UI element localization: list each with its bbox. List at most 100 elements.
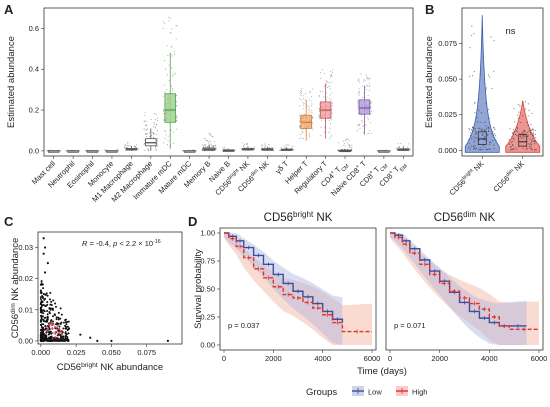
panel-d-title: CD56bright NK xyxy=(264,210,333,225)
panel-b-point xyxy=(471,35,473,37)
panel-c-point xyxy=(42,303,45,306)
panel-c-point xyxy=(45,292,48,295)
panel-b-point xyxy=(517,117,519,119)
panel-a-point xyxy=(311,116,313,118)
panel-a-point xyxy=(331,134,333,136)
panel-a-point xyxy=(357,80,360,82)
panel-c-point xyxy=(39,289,42,292)
panel-b-point xyxy=(473,141,475,143)
panel-a-point xyxy=(329,88,331,90)
panel-a-point xyxy=(318,95,320,97)
panel-a-point xyxy=(369,105,372,107)
panel-b-point xyxy=(479,127,481,129)
panel-a-point xyxy=(223,146,225,149)
panel-a-point xyxy=(242,142,244,144)
panel-a-point xyxy=(311,111,313,113)
panel-c-ytick-label: 0.01 xyxy=(18,305,33,314)
panel-c-outlier xyxy=(67,327,71,330)
panel-b-point xyxy=(487,74,490,76)
panel-a-point xyxy=(149,132,151,134)
panel-c-point xyxy=(39,314,42,317)
panel-b-point xyxy=(520,121,522,124)
panel-a-point xyxy=(331,72,333,74)
panel-a-point xyxy=(154,127,156,129)
panel-c-point xyxy=(67,332,70,335)
panel-a-point xyxy=(329,122,332,124)
panel-a-point xyxy=(368,85,370,87)
panel-b-point xyxy=(487,129,490,132)
panel-b-point xyxy=(511,135,513,138)
panel-c-point xyxy=(44,334,47,337)
panel-a-point xyxy=(308,109,310,111)
panel-a-point xyxy=(124,147,126,149)
panel-b-point xyxy=(492,127,495,129)
panel-b-point xyxy=(524,131,526,133)
panel-b-point xyxy=(519,105,521,107)
panel-a-point xyxy=(308,132,311,135)
panel-b-point xyxy=(474,112,476,114)
panel-a-point xyxy=(365,74,367,76)
panel-a-point xyxy=(364,80,366,82)
panel-c-point xyxy=(66,325,69,328)
panel-a-point xyxy=(171,45,173,47)
panel-a-point xyxy=(318,116,320,118)
panel-a-point xyxy=(358,88,360,90)
panel-a-point xyxy=(214,147,217,149)
panel-b-point xyxy=(534,129,537,132)
panel-letter-c: C xyxy=(4,214,14,229)
panel-b-point xyxy=(528,145,530,147)
panel-b-point xyxy=(493,148,495,150)
panel-c-point xyxy=(44,324,47,327)
panel-a-point xyxy=(202,144,204,146)
panel-a-point xyxy=(156,134,158,136)
panel-b-ytick-label: 0.000 xyxy=(438,146,457,155)
panel-a-point xyxy=(367,117,369,119)
panel-c-point xyxy=(55,318,58,321)
panel-a-point xyxy=(397,143,399,145)
panel-b-points xyxy=(508,101,537,151)
panel-a-point xyxy=(246,143,248,145)
panel-a-point xyxy=(305,93,307,95)
panel-d-survival: Survival probability CD56bright NK 0 2000 40… xyxy=(193,210,547,399)
panel-c-point xyxy=(39,329,42,332)
panel-b-point xyxy=(485,87,488,89)
panel-a-point xyxy=(172,142,174,144)
panel-c-ytick-label: 0.02 xyxy=(18,274,33,283)
panel-c-point xyxy=(54,305,57,308)
panel-d-curve-low xyxy=(390,232,527,327)
panel-a-point xyxy=(409,149,411,151)
panel-a-point xyxy=(356,129,359,132)
panel-a-point xyxy=(279,150,281,152)
panel-a-point xyxy=(302,101,304,103)
panel-a-point xyxy=(173,72,175,74)
panel-b-point xyxy=(509,146,512,148)
panel-a-point xyxy=(176,128,178,130)
panel-a-point xyxy=(154,146,157,148)
panel-a-point xyxy=(201,149,203,151)
panel-c-point xyxy=(44,297,47,300)
panel-c-outlier xyxy=(42,237,45,240)
panel-a-point xyxy=(323,96,325,98)
panel-a-point xyxy=(299,121,301,123)
panel-a-point xyxy=(145,136,148,138)
panel-c-point xyxy=(49,298,52,301)
panel-a-point xyxy=(370,102,372,104)
panel-a-point xyxy=(302,131,304,133)
panel-c-outlier xyxy=(110,339,113,342)
panel-a-point xyxy=(308,136,310,138)
panel-b-point xyxy=(533,135,535,137)
panel-a-point xyxy=(326,96,328,98)
panel-a-point xyxy=(227,148,229,150)
panel-b-violin xyxy=(464,15,500,153)
panel-a-point xyxy=(172,88,174,90)
panel-c-point xyxy=(59,337,62,340)
panel-c-frame xyxy=(37,231,183,345)
panel-b-point xyxy=(491,87,493,89)
panel-a-point xyxy=(123,145,126,147)
panel-a-point xyxy=(127,143,129,145)
panel-a-point xyxy=(397,146,399,149)
panel-a-point xyxy=(300,92,302,95)
panel-b-point xyxy=(490,36,492,38)
panel-b-xtick-label: CD56bright NK xyxy=(448,159,486,197)
panel-a-point xyxy=(204,139,207,141)
